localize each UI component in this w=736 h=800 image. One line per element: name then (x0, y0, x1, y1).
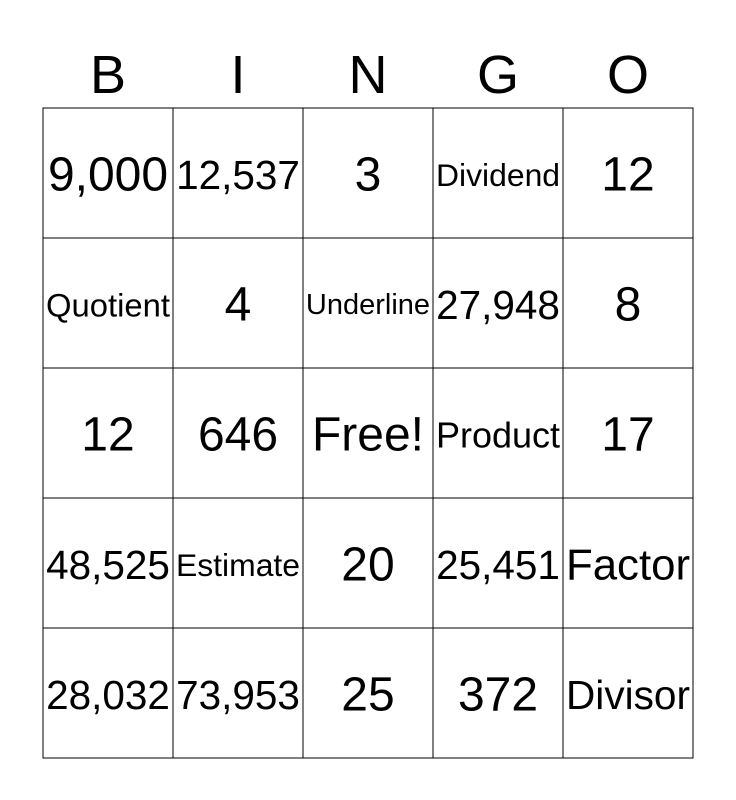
cell (172, 107, 304, 239)
cell-text: Product (436, 415, 560, 456)
cell-text: 17 (601, 409, 654, 462)
column-letter: O (607, 45, 649, 105)
cell-text: 48,525 (46, 542, 170, 588)
cell-text: Estimate (176, 547, 300, 583)
cell (302, 237, 434, 369)
cell-text: Free! (312, 409, 424, 462)
cell-text: 20 (341, 539, 394, 592)
cell-text: Quotient (46, 287, 170, 324)
cell-text: 12 (601, 149, 654, 202)
cell-text: 9,000 (48, 149, 168, 202)
column-letter: B (90, 45, 126, 105)
cell-text: Underline (306, 289, 430, 321)
cell (562, 367, 694, 499)
cell (302, 627, 434, 759)
cell-text: Factor (566, 541, 690, 590)
cell-text: 4 (225, 279, 252, 332)
cell (172, 627, 304, 759)
cell (42, 497, 174, 629)
cell-text: Dividend (436, 157, 560, 193)
cell-text: 12 (81, 409, 134, 462)
cell (302, 107, 434, 239)
cell-text: 372 (458, 669, 538, 722)
cell (562, 497, 694, 629)
cell (42, 107, 174, 239)
cell (432, 367, 564, 499)
cell (302, 497, 434, 629)
cell-text: 25 (341, 669, 394, 722)
cell (562, 107, 694, 239)
cell (172, 367, 304, 499)
cell-text: 27,948 (436, 282, 560, 328)
cell (432, 497, 564, 629)
cell-text: 3 (355, 149, 382, 202)
column-letter: G (477, 45, 519, 105)
cell (42, 237, 174, 369)
cell (562, 237, 694, 369)
cell-text: 73,953 (176, 672, 300, 718)
cell-text: Divisor (566, 672, 690, 718)
cell (562, 627, 694, 759)
cell (172, 497, 304, 629)
cell-text: 25,451 (436, 542, 560, 588)
cell-text: 646 (198, 409, 278, 462)
column-letter: I (230, 45, 245, 105)
cell-text: 8 (615, 279, 642, 332)
cell (432, 107, 564, 239)
cell-text: 12,537 (176, 152, 300, 198)
cell (42, 627, 174, 759)
cell-text: 28,032 (46, 672, 170, 718)
column-letter: N (349, 45, 388, 105)
cell (302, 367, 434, 499)
